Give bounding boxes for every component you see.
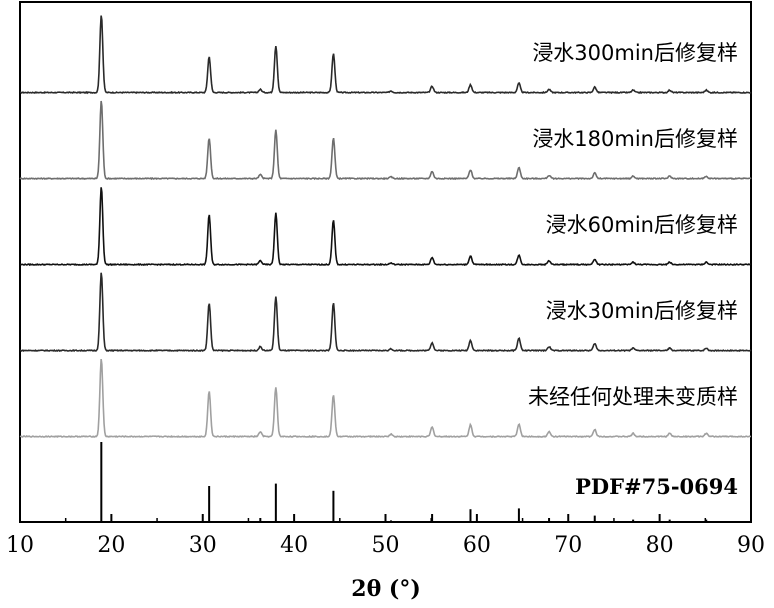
x-axis-title: 2θ (°) [351,576,420,602]
x-tick-label: 60 [463,533,491,558]
x-tick-label: 80 [646,533,674,558]
reference-label: PDF#75-0694 [575,474,738,499]
series-label: 浸水30min后修复样 [546,299,738,323]
x-tick-label: 90 [737,533,765,558]
series-group: 浸水300min后修复样浸水180min后修复样浸水60min后修复样浸水30m… [20,15,751,522]
x-tick-label: 50 [372,533,400,558]
x-tick-label: 30 [189,533,217,558]
series-label: 浸水60min后修复样 [546,213,738,237]
x-ticks: 10 20 30 40 50 60 70 80 90 [6,514,765,558]
x-tick-label: 20 [97,533,125,558]
series-label: 浸水180min后修复样 [532,127,738,151]
plot-frame [20,2,751,522]
series-label: 浸水300min后修复样 [532,41,738,65]
x-tick-label: 40 [280,533,308,558]
x-tick-label: 10 [6,533,34,558]
series-label: 未经任何处理未变质样 [528,385,738,409]
x-tick-label: 70 [554,533,582,558]
